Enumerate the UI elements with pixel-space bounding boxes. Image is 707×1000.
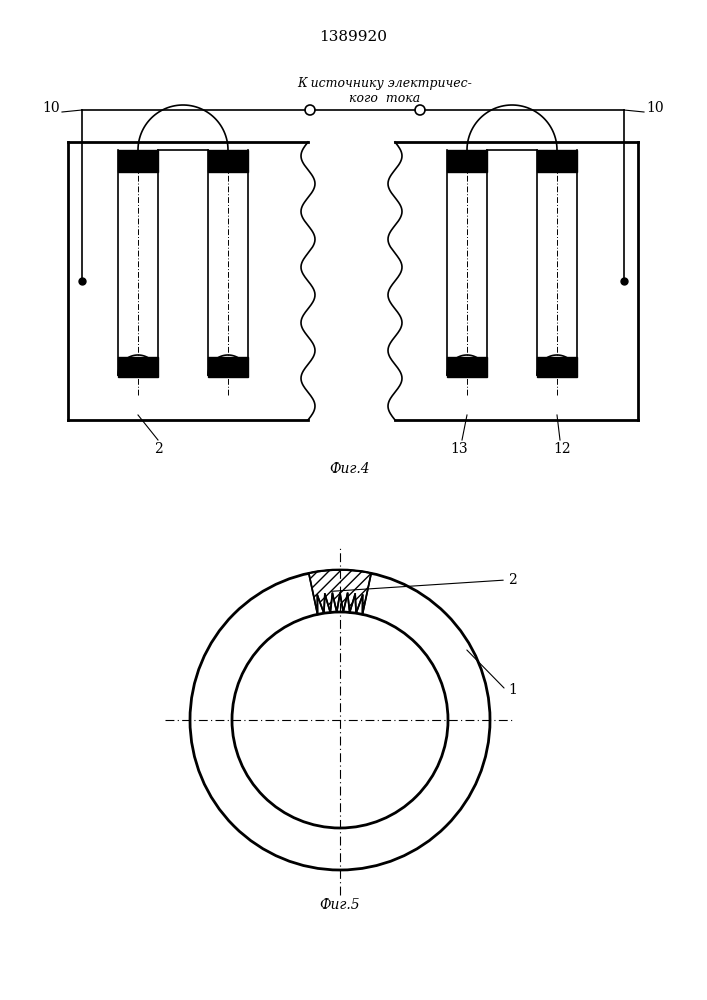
- Text: 12: 12: [553, 442, 571, 456]
- Polygon shape: [537, 357, 577, 377]
- Text: 2: 2: [508, 573, 517, 587]
- Text: 10: 10: [42, 101, 60, 115]
- Polygon shape: [118, 357, 158, 377]
- Text: Фиг.4: Фиг.4: [329, 462, 370, 476]
- Polygon shape: [118, 150, 158, 172]
- Text: 1: 1: [508, 683, 517, 697]
- Text: Фиг.5: Фиг.5: [320, 898, 361, 912]
- Text: К источнику электричес-: К источнику электричес-: [298, 77, 472, 90]
- Text: 1389920: 1389920: [319, 30, 387, 44]
- Polygon shape: [447, 357, 487, 377]
- Polygon shape: [208, 150, 248, 172]
- Text: кого  тока: кого тока: [349, 92, 421, 105]
- Polygon shape: [309, 570, 371, 614]
- Text: 2: 2: [153, 442, 163, 456]
- Polygon shape: [537, 150, 577, 172]
- Polygon shape: [447, 150, 487, 172]
- Text: 13: 13: [450, 442, 468, 456]
- Text: 10: 10: [646, 101, 664, 115]
- Polygon shape: [208, 357, 248, 377]
